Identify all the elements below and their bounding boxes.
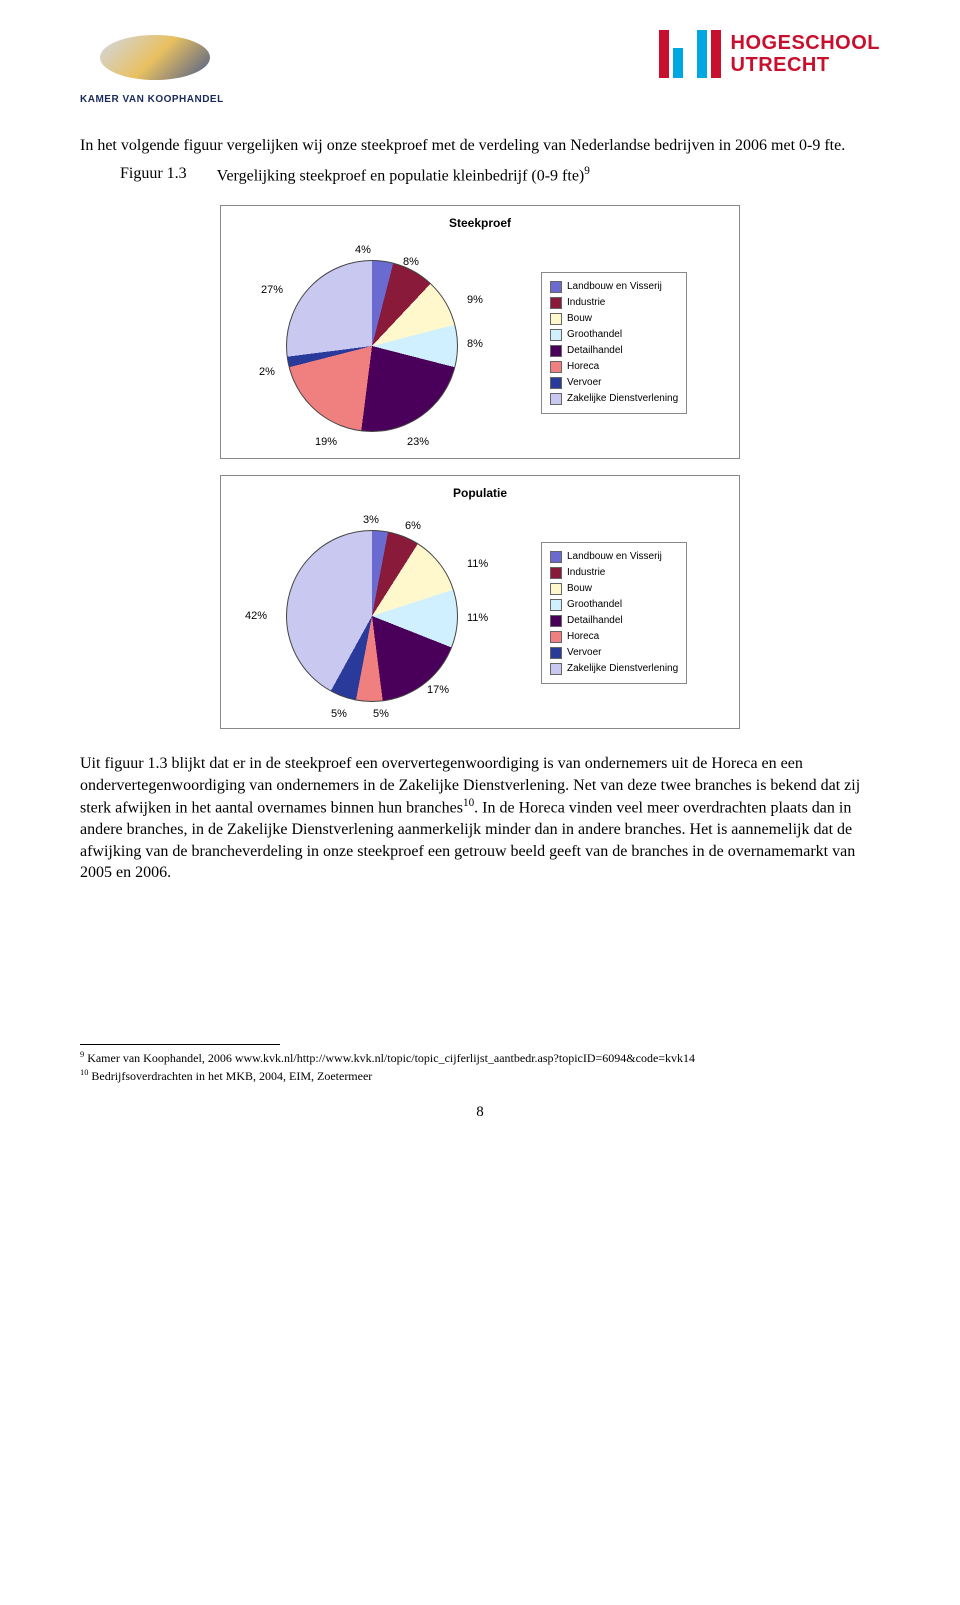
chart2-legend: Landbouw en VisserijIndustrieBouwGrootha… (541, 542, 687, 684)
figure-label: Figuur 1.3 (120, 165, 187, 185)
pie-pct-label: 5% (373, 708, 389, 720)
legend-label: Industrie (567, 565, 605, 581)
legend-label: Bouw (567, 311, 592, 327)
legend-item: Detailhandel (550, 613, 678, 629)
page-number: 8 (80, 1104, 880, 1121)
legend-swatch (550, 663, 562, 675)
hu-line1: HOGESCHOOL (731, 32, 880, 54)
pie-pct-label: 2% (259, 366, 275, 378)
legend-item: Bouw (550, 311, 678, 327)
pie-pct-label: 5% (331, 708, 347, 720)
analysis-paragraph: Uit figuur 1.3 blijkt dat er in de steek… (80, 753, 880, 884)
footnote-9: 9 Kamer van Koophandel, 2006 www.kvk.nl/… (80, 1049, 880, 1067)
legend-swatch (550, 647, 562, 659)
pie-pct-label: 8% (467, 338, 483, 350)
pie-pct-label: 11% (467, 612, 488, 624)
pie-pct-label: 11% (467, 558, 488, 570)
legend-label: Landbouw en Visserij (567, 549, 662, 565)
legend-label: Bouw (567, 581, 592, 597)
hu-line2: UTRECHT (731, 54, 880, 76)
intro-paragraph: In het volgende figuur vergelijken wij o… (80, 135, 880, 157)
pie-pct-label: 3% (363, 514, 379, 526)
hu-logo-text: HOGESCHOOL UTRECHT (731, 32, 880, 76)
legend-swatch (550, 345, 562, 357)
chart1-pie (286, 260, 458, 432)
legend-item: Vervoer (550, 375, 678, 391)
legend-swatch (550, 281, 562, 293)
legend-swatch (550, 599, 562, 611)
legend-item: Horeca (550, 359, 678, 375)
legend-swatch (550, 329, 562, 341)
legend-item: Industrie (550, 295, 678, 311)
pie-pct-label: 9% (467, 294, 483, 306)
kvk-logo-text: KAMER VAN KOOPHANDEL (80, 94, 224, 105)
pie-pct-label: 23% (407, 436, 429, 448)
chart1-legend: Landbouw en VisserijIndustrieBouwGrootha… (541, 272, 687, 414)
legend-swatch (550, 393, 562, 405)
pie-pct-label: 19% (315, 436, 337, 448)
chart2-pie-wrap: 3% 6% 11% 11% 17% 5% 5% 42% (231, 508, 531, 718)
kvk-logo: KAMER VAN KOOPHANDEL (80, 30, 240, 105)
pie-pct-label: 4% (355, 244, 371, 256)
hu-logo-bars (659, 30, 721, 78)
legend-label: Zakelijke Dienstverlening (567, 391, 678, 407)
legend-swatch (550, 297, 562, 309)
legend-item: Bouw (550, 581, 678, 597)
legend-label: Vervoer (567, 645, 601, 661)
chart1-pie-wrap: 4% 8% 9% 8% 23% 19% 2% 27% (231, 238, 531, 448)
legend-label: Detailhandel (567, 343, 623, 359)
legend-swatch (550, 377, 562, 389)
chart-steekproef: Steekproef 4% 8% 9% 8% 23% 19% 2% 27% Landbouw … (220, 205, 740, 459)
legend-item: Groothandel (550, 327, 678, 343)
legend-item: Zakelijke Dienstverlening (550, 661, 678, 677)
legend-label: Landbouw en Visserij (567, 279, 662, 295)
legend-swatch (550, 615, 562, 627)
legend-item: Detailhandel (550, 343, 678, 359)
figure-caption: Vergelijking steekproef en populatie kle… (217, 165, 590, 185)
legend-item: Groothandel (550, 597, 678, 613)
legend-item: Zakelijke Dienstverlening (550, 391, 678, 407)
legend-item: Landbouw en Visserij (550, 549, 678, 565)
footnotes: 9 Kamer van Koophandel, 2006 www.kvk.nl/… (80, 1049, 880, 1085)
pie-pct-label: 8% (403, 256, 419, 268)
legend-swatch (550, 583, 562, 595)
footnote-10: 10 Bedrijfsoverdrachten in het MKB, 2004… (80, 1067, 880, 1085)
legend-item: Horeca (550, 629, 678, 645)
pie-pct-label: 42% (245, 610, 267, 622)
legend-swatch (550, 551, 562, 563)
legend-label: Vervoer (567, 375, 601, 391)
figure-caption-line: Figuur 1.3 Vergelijking steekproef en po… (120, 165, 880, 185)
chart1-title: Steekproef (231, 216, 729, 230)
legend-item: Industrie (550, 565, 678, 581)
legend-item: Landbouw en Visserij (550, 279, 678, 295)
legend-swatch (550, 567, 562, 579)
chart-populatie: Populatie 3% 6% 11% 11% 17% 5% 5% 42% Landbouw … (220, 475, 740, 729)
chart2-title: Populatie (231, 486, 729, 500)
legend-swatch (550, 313, 562, 325)
kvk-logo-shape (100, 35, 210, 80)
chart2-pie (286, 530, 458, 702)
legend-item: Vervoer (550, 645, 678, 661)
pie-pct-label: 27% (261, 284, 283, 296)
legend-label: Industrie (567, 295, 605, 311)
legend-label: Zakelijke Dienstverlening (567, 661, 678, 677)
legend-label: Detailhandel (567, 613, 623, 629)
legend-label: Horeca (567, 629, 599, 645)
page-header: KAMER VAN KOOPHANDEL HOGESCHOOL UTRECHT (80, 30, 880, 105)
pie-pct-label: 6% (405, 520, 421, 532)
legend-label: Horeca (567, 359, 599, 375)
legend-swatch (550, 631, 562, 643)
pie-pct-label: 17% (427, 684, 449, 696)
legend-swatch (550, 361, 562, 373)
legend-label: Groothandel (567, 597, 622, 613)
hu-logo: HOGESCHOOL UTRECHT (659, 30, 880, 78)
legend-label: Groothandel (567, 327, 622, 343)
